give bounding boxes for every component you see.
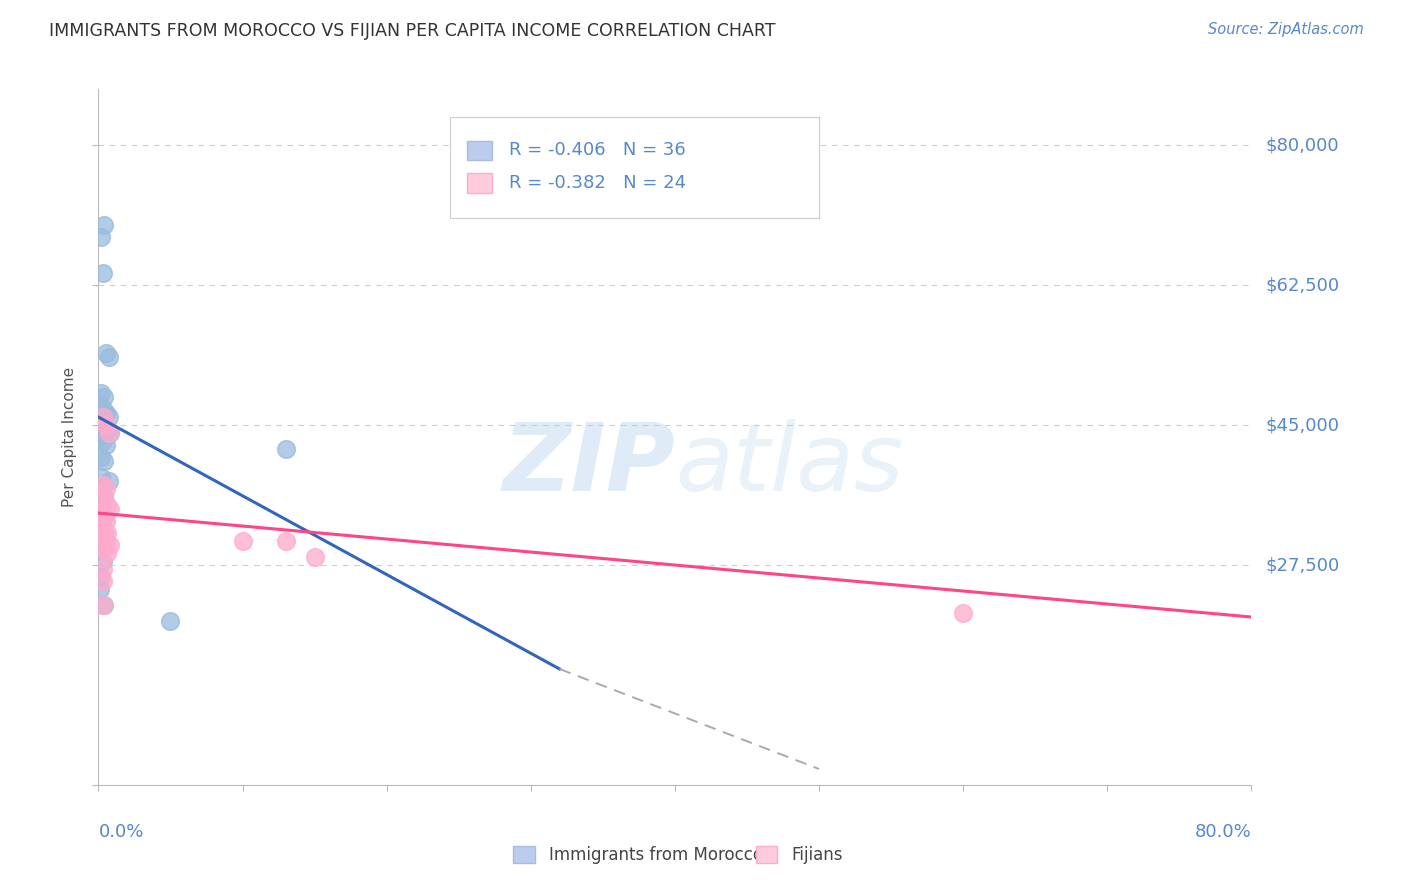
Point [91,410,114,425]
Point [96,498,118,512]
Text: $80,000: $80,000 [1265,136,1339,154]
Point [93,418,115,433]
Point [90,450,112,464]
Point [90,230,112,244]
Point [90,542,112,557]
Point [274,442,297,456]
Point [93,526,115,541]
FancyBboxPatch shape [467,173,492,193]
Point [90,470,112,484]
Point [97,410,120,425]
Text: R = -0.382   N = 24: R = -0.382 N = 24 [509,174,686,192]
Point [94,438,117,452]
Point [91,522,114,536]
Text: IMMIGRANTS FROM MOROCCO VS FIJIAN PER CAPITA INCOME CORRELATION CHART: IMMIGRANTS FROM MOROCCO VS FIJIAN PER CA… [49,22,776,40]
Point [98,502,121,516]
Point [94,482,117,496]
Point [94,346,117,360]
Point [90,570,112,584]
Point [90,502,112,516]
Point [96,422,118,436]
Point [94,534,117,549]
Point [97,426,120,441]
Text: $27,500: $27,500 [1265,556,1340,574]
Point [93,510,115,524]
Point [94,418,117,433]
Point [91,542,114,557]
Point [93,218,115,232]
FancyBboxPatch shape [467,141,492,161]
Point [91,562,114,576]
Point [97,350,120,364]
Point [96,546,118,560]
Point [91,554,114,568]
Point [93,454,115,468]
Point [90,482,112,496]
FancyBboxPatch shape [450,117,818,218]
Point [98,538,121,552]
Text: $45,000: $45,000 [1265,416,1340,434]
Point [91,434,114,448]
Text: 80.0%: 80.0% [1195,823,1251,841]
Point [91,478,114,492]
Point [89,582,111,596]
Text: atlas: atlas [675,419,903,510]
Point [96,526,118,541]
Point [97,474,120,488]
Text: Immigrants from Morocco: Immigrants from Morocco [548,846,763,863]
Point [93,390,115,404]
Point [94,514,117,528]
Point [89,398,111,412]
Point [90,386,112,401]
Point [231,534,254,549]
Point [91,530,114,544]
Point [93,490,115,504]
Point [90,522,112,536]
Point [952,606,974,620]
Text: Fijians: Fijians [792,846,842,863]
Text: ZIP: ZIP [502,419,675,511]
Point [91,266,114,280]
Point [90,414,112,428]
Point [93,598,115,612]
Point [91,598,114,612]
Text: $62,500: $62,500 [1265,277,1340,294]
Point [91,574,114,588]
Point [91,494,114,508]
Point [159,614,181,628]
FancyBboxPatch shape [755,846,778,863]
Point [94,406,117,420]
Point [89,430,111,444]
FancyBboxPatch shape [513,846,536,863]
Point [98,426,121,441]
Text: 0.0%: 0.0% [98,823,143,841]
Point [304,549,326,564]
Text: Source: ZipAtlas.com: Source: ZipAtlas.com [1208,22,1364,37]
Point [91,510,114,524]
Point [91,402,114,417]
Y-axis label: Per Capita Income: Per Capita Income [62,367,77,508]
Text: R = -0.406   N = 36: R = -0.406 N = 36 [509,142,686,160]
Point [90,538,112,552]
Point [274,534,297,549]
